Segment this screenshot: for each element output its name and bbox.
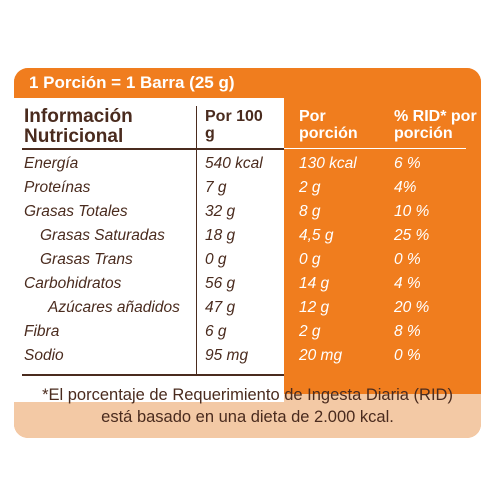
header-divider [22, 148, 284, 150]
row-per-100g: 6 g [205, 323, 227, 340]
footnote-line-2: está basado en una dieta de 2.000 kcal. [101, 408, 394, 426]
row-name: Carbohidratos [24, 275, 122, 292]
table-serving-columns [284, 98, 481, 394]
column-header-rid: % RID* por porción [394, 108, 477, 142]
row-name: Azúcares añadidos [48, 299, 180, 316]
row-per-100g: 95 mg [205, 347, 249, 364]
row-name: Grasas Trans [40, 251, 133, 268]
row-per-serving: 20 mg [299, 347, 343, 364]
nutrition-label: 1 Porción = 1 Barra (25 g) Información N… [14, 68, 481, 438]
footnote-line-1: *El porcentaje de Requerimiento de Inges… [42, 386, 453, 404]
row-name: Grasas Totales [24, 203, 128, 220]
row-per-100g: 18 g [205, 227, 236, 244]
row-per-100g: 47 g [205, 299, 236, 316]
row-rid: 10 % [394, 203, 430, 220]
row-name: Fibra [24, 323, 60, 340]
row-per-serving: 0 g [299, 251, 321, 268]
header-divider-serving [284, 148, 466, 149]
row-per-serving: 8 g [299, 203, 321, 220]
row-per-100g: 0 g [205, 251, 227, 268]
column-header-info: Información Nutricional [24, 106, 133, 147]
footnote: *El porcentaje de Requerimiento de Inges… [14, 384, 481, 428]
row-rid: 4 % [394, 275, 421, 292]
row-rid: 8 % [394, 323, 421, 340]
row-per-serving: 4,5 g [299, 227, 334, 244]
column-header-per-100g: Por 100 g [205, 108, 263, 142]
row-name: Sodio [24, 347, 64, 364]
row-rid: 6 % [394, 155, 421, 172]
row-rid: 0 % [394, 347, 421, 364]
row-per-serving: 130 kcal [299, 155, 357, 172]
row-rid: 20 % [394, 299, 430, 316]
row-per-100g: 7 g [205, 179, 227, 196]
row-rid: 25 % [394, 227, 430, 244]
row-per-100g: 32 g [205, 203, 236, 220]
row-rid: 0 % [394, 251, 421, 268]
row-name: Energía [24, 155, 79, 172]
column-notch [438, 371, 481, 394]
row-per-serving: 12 g [299, 299, 330, 316]
serving-size-header: 1 Porción = 1 Barra (25 g) [14, 68, 481, 98]
row-per-serving: 2 g [299, 323, 321, 340]
column-divider-per-100g [196, 106, 197, 374]
row-rid: 4% [394, 179, 417, 196]
row-name: Grasas Saturadas [40, 227, 165, 244]
column-header-per-serving: Por porción [299, 108, 358, 142]
table-bottom-rule [22, 374, 284, 376]
row-per-serving: 2 g [299, 179, 321, 196]
row-name: Proteínas [24, 179, 91, 196]
row-per-100g: 56 g [205, 275, 236, 292]
row-per-100g: 540 kcal [205, 155, 263, 172]
row-per-serving: 14 g [299, 275, 330, 292]
